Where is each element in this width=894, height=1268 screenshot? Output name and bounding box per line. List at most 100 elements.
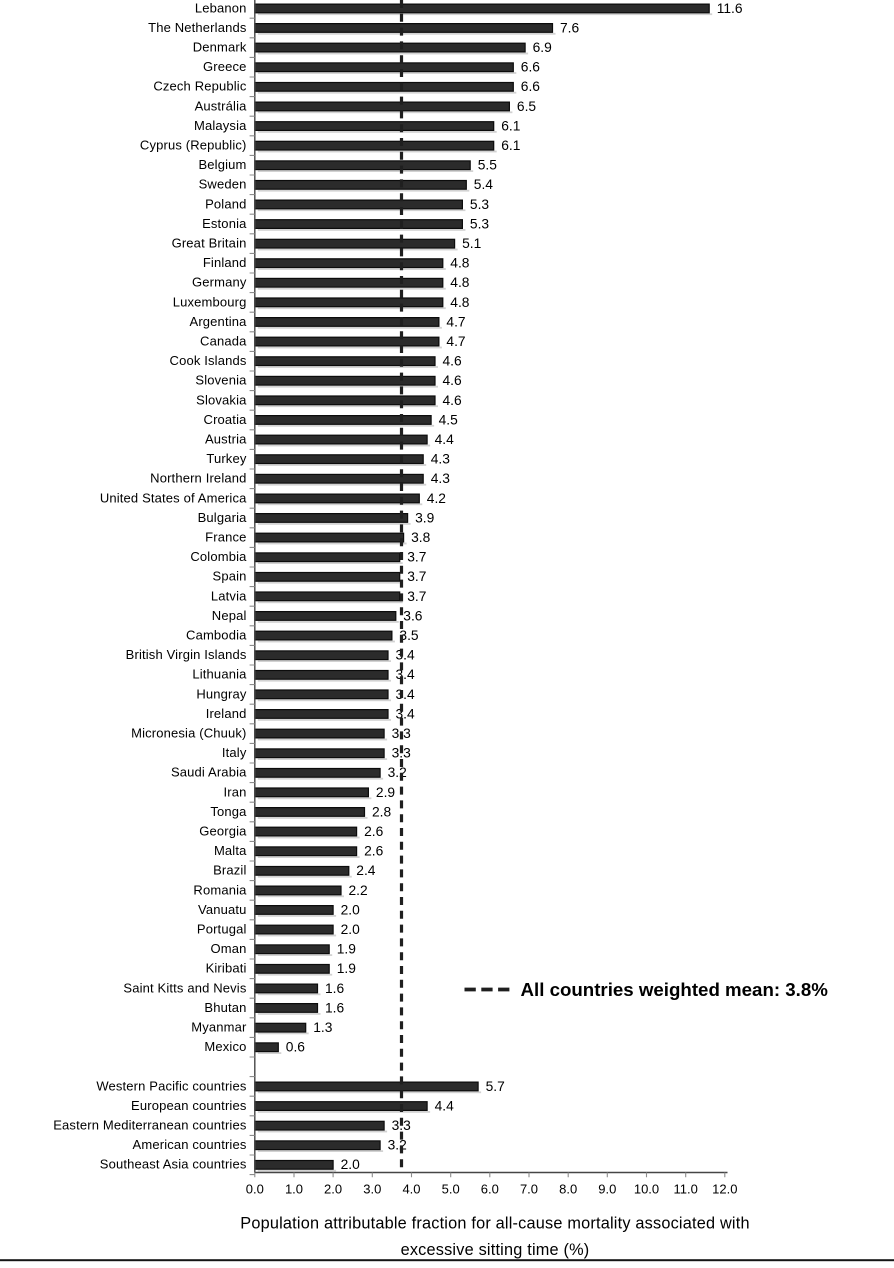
svg-text:2.0: 2.0 (324, 1182, 342, 1197)
svg-text:7.0: 7.0 (520, 1182, 538, 1197)
svg-text:All countries weighted mean: 3: All countries weighted mean: 3.8% (521, 979, 829, 1000)
svg-text:4.3: 4.3 (431, 471, 451, 486)
svg-text:Colombia: Colombia (190, 549, 247, 564)
svg-text:Slovenia: Slovenia (195, 373, 247, 388)
svg-text:Brazil: Brazil (213, 863, 246, 878)
svg-text:Eastern Mediterranean countrie: Eastern Mediterranean countries (53, 1118, 247, 1133)
svg-text:Luxembourg: Luxembourg (173, 294, 247, 309)
svg-text:Denmark: Denmark (193, 40, 247, 55)
svg-text:6.6: 6.6 (521, 60, 541, 75)
svg-text:1.9: 1.9 (337, 942, 357, 957)
svg-text:6.1: 6.1 (501, 118, 520, 133)
svg-text:3.4: 3.4 (396, 667, 416, 682)
svg-text:Population attributable fracti: Population attributable fraction for all… (240, 1215, 749, 1233)
svg-text:3.5: 3.5 (399, 628, 419, 643)
svg-text:Italy: Italy (222, 745, 247, 760)
svg-text:3.4: 3.4 (396, 648, 416, 663)
svg-text:Saudi Arabia: Saudi Arabia (171, 765, 247, 780)
svg-text:5.7: 5.7 (486, 1079, 505, 1094)
svg-text:4.8: 4.8 (450, 256, 470, 271)
svg-text:France: France (205, 530, 246, 545)
svg-text:4.6: 4.6 (443, 393, 463, 408)
svg-text:3.7: 3.7 (407, 569, 426, 584)
svg-text:8.0: 8.0 (559, 1182, 577, 1197)
svg-text:Ireland: Ireland (206, 706, 247, 721)
svg-text:3.0: 3.0 (363, 1182, 381, 1197)
svg-text:2.2: 2.2 (349, 883, 368, 898)
svg-text:4.7: 4.7 (446, 334, 465, 349)
svg-text:2.0: 2.0 (341, 902, 361, 917)
svg-text:Hungray: Hungray (196, 686, 247, 701)
svg-text:Georgia: Georgia (199, 824, 247, 839)
svg-text:Estonia: Estonia (202, 216, 247, 231)
svg-text:British Virgin Islands: British Virgin Islands (126, 647, 247, 662)
svg-text:1.9: 1.9 (337, 961, 357, 976)
svg-text:Cambodia: Cambodia (186, 628, 247, 643)
svg-text:3.4: 3.4 (396, 687, 416, 702)
svg-text:3.2: 3.2 (388, 765, 407, 780)
svg-text:3.6: 3.6 (403, 608, 423, 623)
svg-text:2.0: 2.0 (341, 922, 361, 937)
svg-text:4.8: 4.8 (450, 295, 470, 310)
svg-text:2.4: 2.4 (356, 863, 376, 878)
svg-text:10.0: 10.0 (634, 1182, 659, 1197)
svg-text:Canada: Canada (200, 334, 247, 349)
svg-text:Romania: Romania (193, 882, 247, 897)
svg-text:1.6: 1.6 (325, 1000, 345, 1015)
svg-text:11.6: 11.6 (717, 1, 743, 16)
svg-text:4.6: 4.6 (443, 354, 463, 369)
svg-text:Western Pacific countries: Western Pacific countries (96, 1078, 247, 1093)
svg-text:Myanmar: Myanmar (191, 1020, 247, 1035)
svg-text:Poland: Poland (205, 196, 246, 211)
svg-text:5.4: 5.4 (474, 177, 494, 192)
svg-text:Lebanon: Lebanon (195, 0, 247, 15)
svg-text:4.5: 4.5 (439, 412, 459, 427)
svg-text:Southeast Asia countries: Southeast Asia countries (100, 1157, 247, 1172)
svg-text:Vanuatu: Vanuatu (198, 902, 247, 917)
svg-text:4.8: 4.8 (450, 275, 470, 290)
svg-text:Oman: Oman (210, 941, 246, 956)
svg-text:0.0: 0.0 (246, 1182, 264, 1197)
svg-text:6.1: 6.1 (501, 138, 520, 153)
svg-text:Spain: Spain (213, 569, 247, 584)
svg-text:Northern Ireland: Northern Ireland (150, 471, 246, 486)
svg-text:European countries: European countries (131, 1098, 247, 1113)
svg-text:Malaysia: Malaysia (194, 118, 247, 133)
svg-text:4.0: 4.0 (402, 1182, 420, 1197)
svg-text:3.7: 3.7 (407, 589, 426, 604)
svg-text:2.9: 2.9 (376, 785, 396, 800)
svg-text:7.6: 7.6 (560, 20, 580, 35)
svg-text:Latvia: Latvia (211, 588, 247, 603)
svg-text:Great Britain: Great Britain (172, 236, 247, 251)
svg-text:3.4: 3.4 (396, 706, 416, 721)
svg-text:4.4: 4.4 (435, 432, 455, 447)
svg-text:3.9: 3.9 (415, 510, 435, 525)
svg-text:Kiribati: Kiribati (206, 961, 247, 976)
svg-text:Slovakia: Slovakia (196, 392, 247, 407)
svg-text:Bhutan: Bhutan (204, 1000, 246, 1015)
svg-text:4.4: 4.4 (435, 1098, 455, 1113)
svg-text:3.8: 3.8 (411, 530, 431, 545)
svg-text:1.0: 1.0 (285, 1182, 303, 1197)
svg-text:5.1: 5.1 (462, 236, 481, 251)
svg-text:6.0: 6.0 (481, 1182, 499, 1197)
svg-text:1.3: 1.3 (313, 1020, 333, 1035)
svg-text:Portugal: Portugal (197, 922, 247, 937)
svg-text:2.6: 2.6 (364, 844, 384, 859)
svg-text:12.0: 12.0 (712, 1182, 737, 1197)
svg-text:4.7: 4.7 (446, 314, 465, 329)
svg-text:11.0: 11.0 (674, 1182, 698, 1197)
svg-text:Austria: Austria (205, 432, 247, 447)
svg-text:The Netherlands: The Netherlands (148, 20, 247, 35)
svg-text:Bulgaria: Bulgaria (198, 510, 248, 525)
svg-text:0.6: 0.6 (286, 1040, 306, 1055)
svg-text:1.6: 1.6 (325, 981, 345, 996)
svg-text:Greece: Greece (203, 59, 247, 74)
svg-text:4.6: 4.6 (443, 373, 463, 388)
svg-text:American countries: American countries (133, 1137, 247, 1152)
svg-text:5.3: 5.3 (470, 216, 490, 231)
svg-text:5.0: 5.0 (442, 1182, 460, 1197)
svg-text:9.0: 9.0 (598, 1182, 616, 1197)
svg-text:Argentina: Argentina (190, 314, 248, 329)
svg-text:3.7: 3.7 (407, 550, 426, 565)
